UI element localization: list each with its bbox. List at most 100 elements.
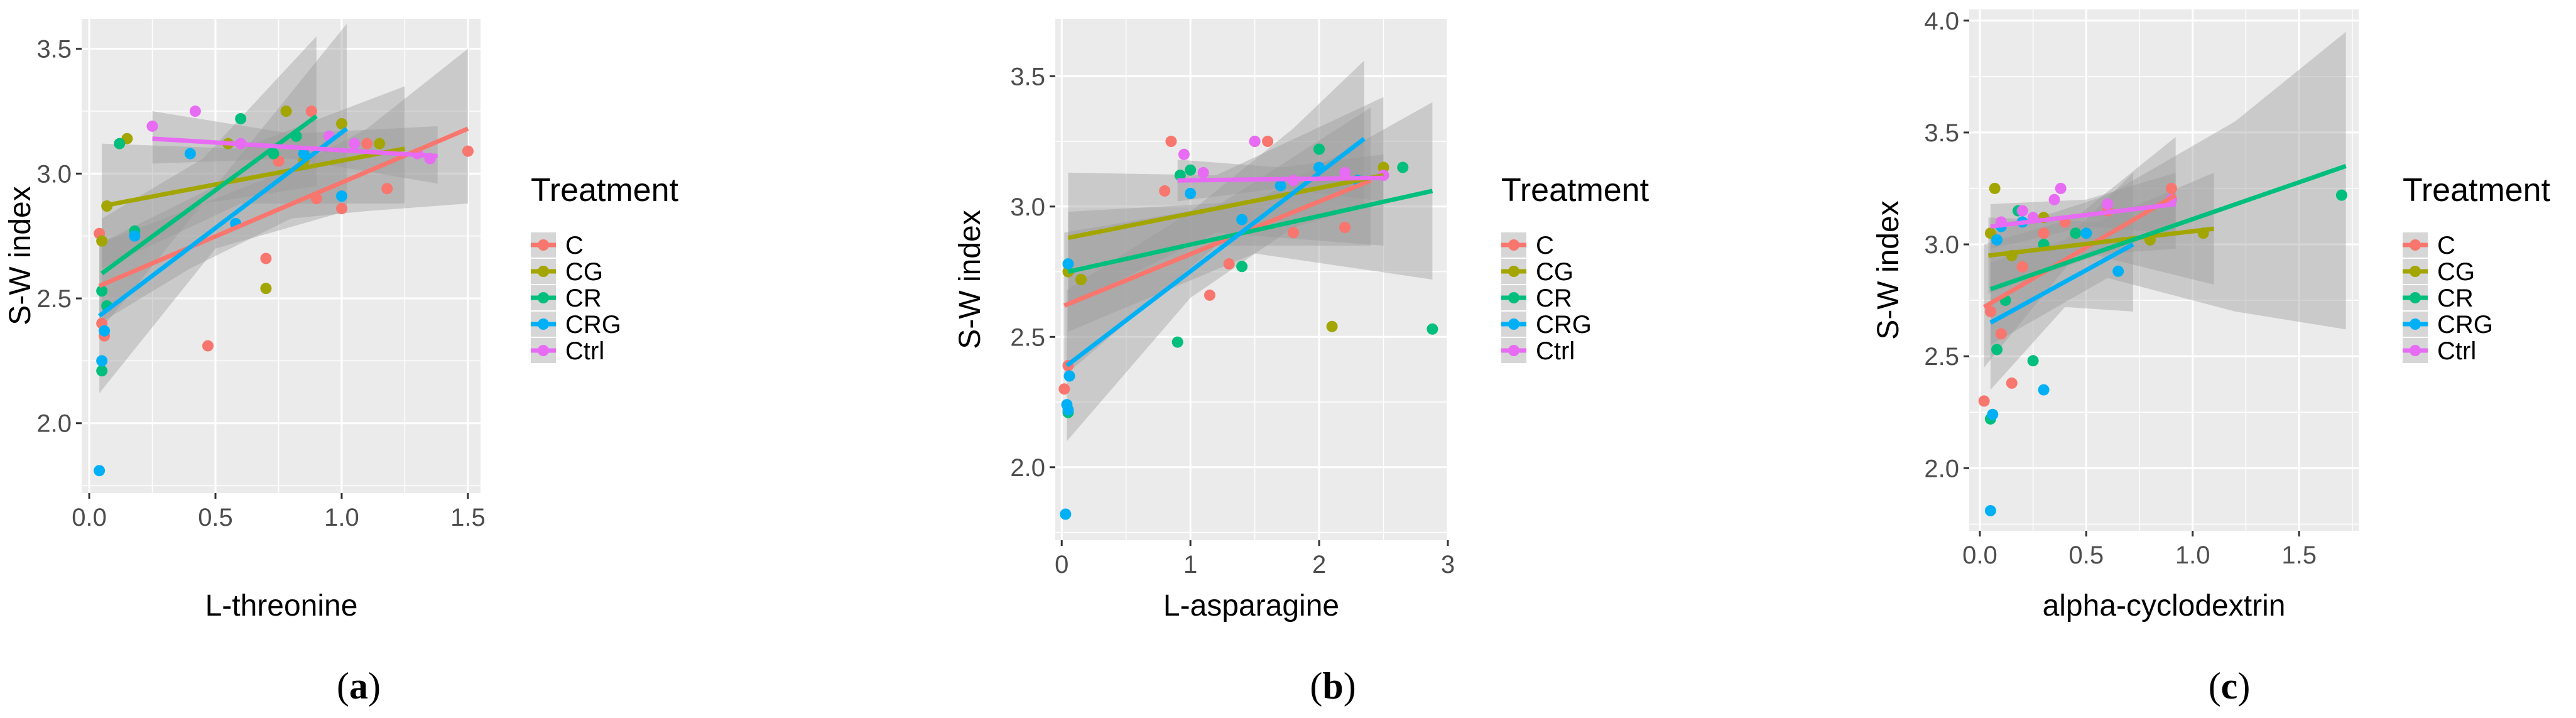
x-axis-title: alpha-cyclodextrin — [2043, 589, 2286, 623]
data-point-ctrl — [146, 120, 158, 132]
data-point-cg — [1378, 161, 1389, 173]
fit-line-cr — [1067, 188, 1433, 274]
legend-point — [538, 266, 549, 277]
legend-point — [1508, 318, 1519, 330]
data-point-crg — [1236, 214, 1248, 226]
fit-line-cr — [1989, 164, 2347, 291]
chart-panel-b: 0 1 2 32.02.53.03.5 L-asparagine S-W index … — [954, 19, 1649, 707]
data-point-c — [1978, 395, 1990, 407]
x-tick-label: 0.0 — [1962, 541, 1997, 569]
y-axis-title: S-W index — [1872, 200, 1905, 339]
data-point-ctrl — [1339, 166, 1351, 178]
caption-c: (c) — [2209, 665, 2251, 707]
data-point-cr — [1236, 261, 1248, 273]
data-point-c — [361, 138, 373, 150]
legend-label-cg: CG — [2437, 258, 2475, 286]
data-point-ctrl — [2102, 198, 2114, 210]
data-point-cr — [1991, 344, 2003, 356]
data-point-c — [1984, 305, 1996, 317]
data-point-crg — [1063, 370, 1075, 382]
legend-point — [538, 239, 549, 251]
legend-title: Treatment — [2403, 172, 2551, 209]
gridlines — [1055, 19, 1449, 540]
legend-label-crg: CRG — [1536, 311, 1592, 339]
plot-background — [1055, 19, 1448, 540]
data-point-crg — [1062, 258, 1074, 270]
data-point-cg — [260, 283, 272, 295]
legend-key-ctrl: Ctrl — [531, 337, 604, 365]
data-point-ctrl — [2055, 182, 2067, 194]
data-point-c — [260, 253, 272, 264]
y-tick-label: 3.5 — [1010, 63, 1045, 90]
x-tick-label: 1.0 — [2175, 541, 2210, 569]
fit-line-cg — [101, 146, 406, 209]
legend-point — [1508, 345, 1519, 356]
data-point-cr — [1397, 161, 1409, 173]
legend-key-ctrl: Ctrl — [2403, 337, 2476, 365]
data-point-c — [1288, 227, 1300, 239]
legend-title: Treatment — [1501, 172, 1649, 209]
data-point-c — [1058, 383, 1070, 395]
data-point-c — [2038, 227, 2050, 239]
legend-key-cg: CG — [1501, 258, 1573, 286]
x-tick-label: 1 — [1183, 551, 1197, 579]
chart-panel-a: 0.0 0.5 1.0 1.5 2.0 2.5 3.0 3.5 L-threonine S-W… — [4, 19, 679, 707]
data-point-ctrl — [1197, 166, 1209, 178]
x-tick-label: 0.5 — [2069, 541, 2104, 569]
fit-line-c — [1063, 178, 1372, 308]
y-tick-label: 3.5 — [36, 36, 72, 63]
x-tick-label: 1.0 — [324, 504, 359, 531]
legend-point — [538, 292, 549, 303]
x-axis-title: L-asparagine — [1163, 589, 1339, 623]
data-point-cr — [1427, 323, 1438, 335]
y-tick-label: 4.0 — [1924, 8, 1959, 35]
fit-lines — [1063, 137, 1433, 367]
axis-ticks: 0.0 0.5 1.0 1.5 2.0 2.5 3.0 3.5 — [36, 36, 485, 531]
legend-point — [1508, 239, 1519, 251]
y-tick-label: 3.0 — [36, 160, 72, 188]
data-point-c — [1262, 136, 1274, 148]
y-tick-label: 2.5 — [36, 285, 72, 313]
plot-background — [1969, 9, 2359, 531]
legend-point — [2410, 318, 2421, 330]
legend-key-c: C — [2403, 232, 2455, 259]
chart-panel-c: 0.0 0.5 1.0 1.5 2.0 2.5 3.0 3.5 4.0 alpha-cyclod… — [1872, 8, 2551, 707]
fit-line-ctrl — [1990, 202, 2177, 229]
data-point-cg — [335, 117, 347, 129]
confidence-band-ctrl — [1990, 173, 2176, 249]
legend-label-cr: CR — [565, 285, 602, 312]
legend-key-crg: CRG — [1501, 311, 1592, 339]
x-tick-label: 1.5 — [450, 504, 486, 531]
data-point-crg — [94, 465, 106, 477]
legend-label-ctrl: Ctrl — [1536, 337, 1575, 365]
y-tick-label: 2.5 — [1010, 324, 1045, 351]
x-axis-title: L-threonine — [205, 589, 358, 623]
data-point-cr — [114, 138, 126, 150]
data-point-cr — [96, 285, 108, 297]
data-point-cg — [1989, 182, 2001, 194]
fit-line-c — [1982, 193, 2177, 309]
x-tick-label: 0 — [1055, 551, 1068, 579]
legend-key-c: C — [531, 232, 584, 259]
legend-label-crg: CRG — [565, 311, 621, 339]
legend-point — [2410, 292, 2421, 303]
x-tick-label: 0.0 — [72, 504, 107, 531]
caption-b: (b) — [1310, 665, 1356, 707]
data-point-c — [1204, 289, 1215, 301]
caption-a: (a) — [337, 665, 381, 707]
fit-lines — [1982, 164, 2347, 325]
y-tick-label: 2.0 — [1924, 455, 1959, 482]
data-point-c — [1223, 258, 1235, 270]
data-point-cg — [96, 235, 108, 247]
data-point-c — [1159, 185, 1171, 197]
fit-line-crg — [1989, 242, 2134, 325]
y-axis-title: S-W index — [954, 210, 987, 349]
data-point-ctrl — [1178, 148, 1190, 160]
data-point-crg — [2038, 384, 2050, 396]
legend-key-cg: CG — [531, 258, 603, 286]
confidence-band-cg — [1988, 173, 2214, 294]
data-point-cr — [235, 112, 247, 124]
